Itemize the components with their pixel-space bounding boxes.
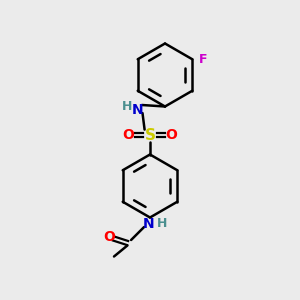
Text: N: N [143,217,154,230]
Text: H: H [122,100,133,113]
Text: O: O [122,128,134,142]
Text: N: N [132,103,144,116]
Text: O: O [103,230,115,244]
Text: O: O [166,128,178,142]
Text: F: F [199,53,207,66]
Text: S: S [145,128,155,142]
Text: H: H [157,217,167,230]
